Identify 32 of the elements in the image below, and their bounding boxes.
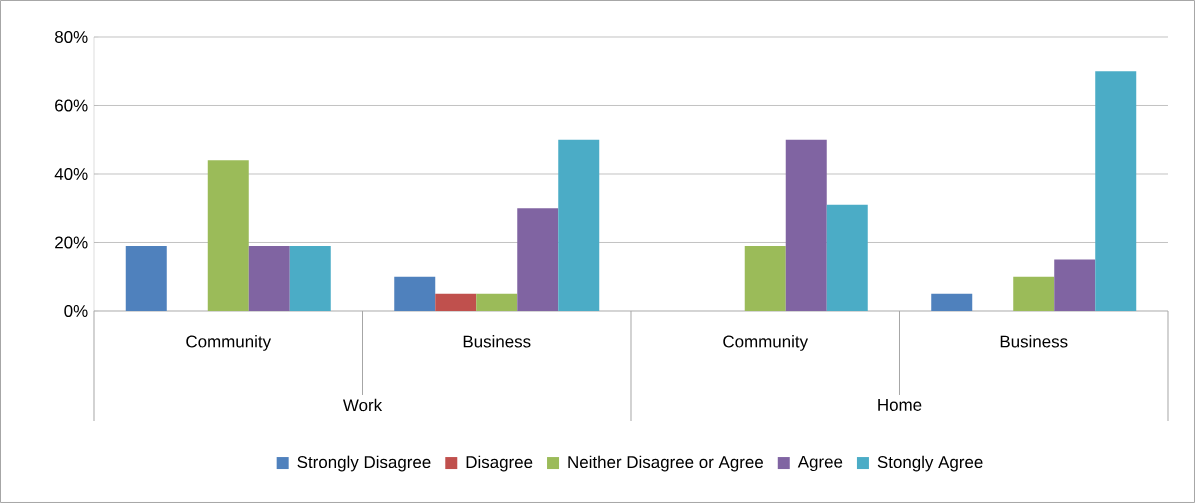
bar [476, 293, 518, 311]
bar [394, 276, 436, 311]
legend-label: Disagree [466, 455, 533, 472]
bar [1054, 259, 1096, 311]
bar [207, 160, 249, 311]
legend-label: Strongly Disagree [297, 455, 431, 472]
x-tick-label: Business [1000, 335, 1068, 348]
bar [1013, 276, 1055, 311]
legend-label: Stongly Agree [877, 455, 983, 472]
x-tick-label: Business [463, 335, 531, 348]
bar [1095, 71, 1137, 311]
legend-label: Agree [797, 455, 843, 472]
bar [931, 293, 973, 311]
bar [826, 204, 868, 311]
text: Home [878, 399, 922, 411]
legend-label: Neither Disagree or Agree [568, 455, 763, 472]
bar [744, 245, 786, 311]
bar [785, 139, 827, 311]
bar [558, 139, 600, 311]
y-tick-label: 60% [55, 99, 88, 112]
bar [435, 293, 477, 311]
y-tick-label: 20% [55, 236, 88, 249]
y-tick-label: 40% [54, 167, 88, 180]
bar [289, 245, 331, 311]
bar [248, 245, 290, 311]
x-tick-label: Community [723, 335, 809, 351]
bar [517, 208, 559, 311]
y-tick-label: 80% [55, 30, 88, 43]
y-tick-label: 0% [64, 304, 88, 317]
bar [125, 245, 167, 311]
text: Work [342, 398, 383, 412]
x-tick-label: Community [186, 335, 272, 351]
